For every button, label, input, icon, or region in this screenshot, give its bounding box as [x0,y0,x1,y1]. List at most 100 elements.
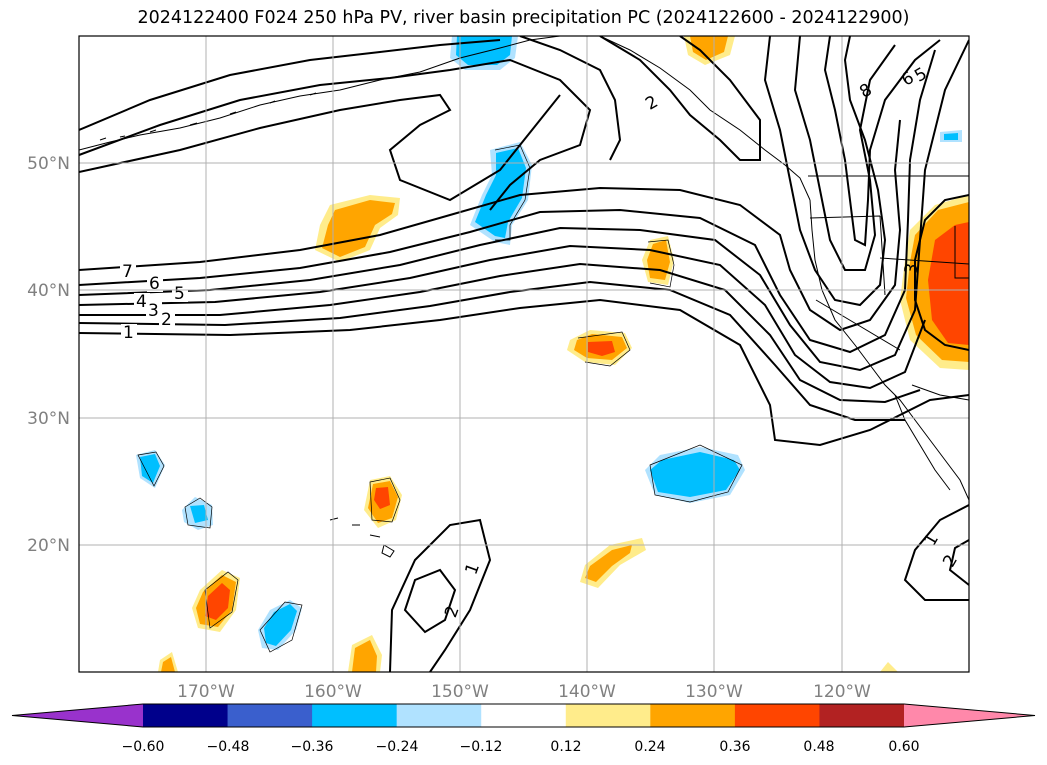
contour-label: 2 [939,551,962,570]
contour-label: 1 [123,323,134,343]
contour-label: 1 [461,560,483,577]
lon-tick-label: 160°W [304,682,362,702]
lon-tick-labels: 170°W 160°W 150°W 140°W 130°W 120°W [177,682,871,702]
colorbar-cell [143,704,229,727]
colorbar-extend-min [12,704,143,727]
precip-blob [880,662,898,672]
colorbar-tick-label: 0.12 [550,739,581,755]
colorbar-outline [11,703,1036,728]
colorbar-tick-label: −0.12 [460,739,503,755]
colorbar-cell [227,704,313,727]
colorbar-extend-max [904,704,1035,727]
pv-contour-south [403,568,457,634]
contour-label: 2 [161,310,172,330]
aleutian-islands [99,92,317,141]
lon-tick-label: 130°W [685,682,743,702]
coastlines [79,36,969,653]
bc-coastline [599,36,811,201]
contour-label: 2 [642,92,661,115]
precip-blob [928,222,969,345]
colorbar-tick-label: −0.48 [207,739,250,755]
pv-contour-7 [79,119,902,332]
pv-contour-north [79,39,501,131]
contour-label: 3 [901,262,923,276]
contour-label: 7 [122,262,133,282]
pv-contour-north [79,93,561,202]
colorbar-tick-label: −0.36 [291,739,334,755]
pv-contour-3 [79,262,921,404]
lat-tick-label: 20°N [27,536,70,556]
precip-blob [944,133,958,140]
pv-contour-east [823,36,941,247]
pv-contour-east [793,36,896,271]
pv-contour-southeast [903,504,969,601]
colorbar-tick-label: 0.24 [634,739,665,755]
colorbar-tick-label: 0.60 [888,739,919,755]
precip-blob [475,148,526,238]
precipitation-shading [136,36,969,672]
pv-contour-east [763,36,887,307]
precip-blob [140,454,160,483]
precip-blob [588,341,615,356]
colorbar-cell [819,704,905,727]
contour-label: 5 [174,284,185,304]
precip-blob [374,487,390,509]
lon-tick-label: 120°W [813,682,871,702]
contour-label: 6 [149,274,160,294]
colorbar-cell [481,704,567,727]
precip-blob [585,545,632,582]
precip-blob [161,657,175,672]
colorbar-tick-label: 0.36 [719,739,750,755]
contour-label: 8 [856,80,875,103]
contour-label: 4 [136,292,147,312]
pv-contour-2 [79,280,905,421]
colorbar-cell [312,704,398,727]
precip-blob [690,36,728,60]
baja-coastline [894,394,951,491]
pv-contour-north [519,36,622,161]
colorbar-tick-label: −0.60 [122,739,165,755]
lat-tick-label: 30°N [27,409,70,429]
contour-label: 1 [920,530,943,549]
lat-tick-label: 40°N [27,281,70,301]
colorbar-tick-label: 0.48 [803,739,834,755]
precip-blob [190,505,208,523]
pv-contour-north [599,36,761,161]
us-mexico-border [911,384,969,401]
lat-tick-labels: 50°N 40°N 30°N 20°N [27,154,70,556]
precip-blob [650,452,740,497]
pv-contour-6 [79,49,936,354]
lon-tick-label: 150°W [431,682,489,702]
colorbar-cell [396,704,482,727]
pv-contour-5 [79,39,969,372]
pv-contour-south [389,518,492,672]
pv-contour-east-edge [914,194,969,351]
precip-outline [137,144,743,653]
map-frame [78,35,970,673]
colorbar-ticks: −0.60 −0.48 −0.36 −0.24 −0.12 0.12 0.24 … [122,739,920,755]
us-west-coastline [809,199,969,501]
pv-contour-north [79,58,592,211]
colorbar-cells [11,703,1036,728]
graticule [79,36,969,672]
lon-tick-label: 140°W [558,682,616,702]
pv-contour-1 [79,298,969,447]
pv-contour-southeast [948,539,969,586]
precip-blob [264,604,297,646]
contour-labels: 7 6 5 4 3 2 1 2 1 2 8 6 5 3 1 2 [120,64,962,620]
alaska-coastline [79,36,561,151]
hawaii-islands [329,517,395,558]
colorbar-cell [565,704,651,727]
colorbar-cell [734,704,820,727]
contour-label: 3 [148,301,159,321]
colorbar-tick-label: −0.24 [376,739,419,755]
precip-blob [352,640,377,672]
lat-tick-label: 50°N [27,154,70,174]
lon-tick-label: 170°W [177,682,235,702]
colorbar: −0.60 −0.48 −0.36 −0.24 −0.12 0.12 0.24 … [11,703,1036,755]
colorbar-cell [650,704,736,727]
map-title: 2024122400 F024 250 hPa PV, river basin … [137,8,910,28]
pv-contours [79,36,969,672]
precip-blob [205,583,230,620]
